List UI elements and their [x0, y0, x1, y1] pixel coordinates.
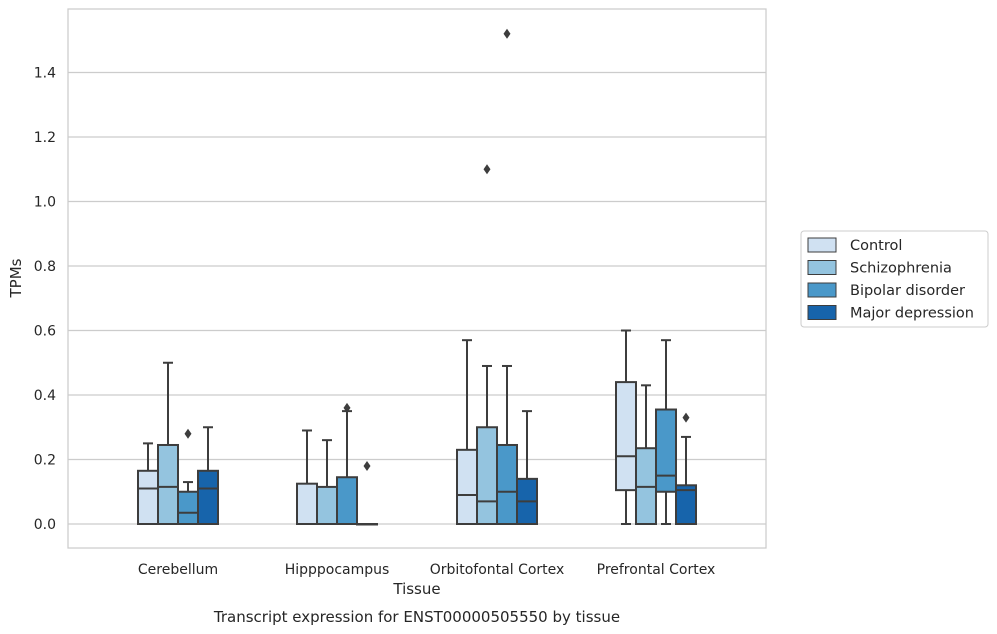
- box-orbitofontal-cortex-major-depression: [516, 410, 538, 526]
- box-hipppocampus-control: [296, 429, 318, 525]
- legend-swatch: [807, 282, 837, 298]
- outlier-point: [343, 402, 351, 413]
- box-body: [476, 426, 498, 525]
- box-body: [157, 443, 179, 525]
- legend-label: Bipolar disorder: [850, 283, 965, 299]
- outlier-point: [503, 28, 511, 39]
- box-prefrontal-cortex-bipolar-disorder: [655, 339, 677, 525]
- legend-label: Schizophrenia: [850, 261, 952, 277]
- chart-caption: Transcript expression for ENST0000050555…: [213, 608, 620, 626]
- x-tick-label: Prefrontal Cortex: [597, 562, 716, 578]
- x-axis-label: Tissue: [392, 580, 440, 598]
- box-body: [177, 490, 199, 525]
- box-prefrontal-cortex-schizophrenia: [635, 384, 657, 525]
- box-body: [336, 476, 358, 525]
- box-prefrontal-cortex-major-depression: [675, 412, 697, 525]
- x-tick-label: Cerebellum: [138, 562, 218, 578]
- y-tick-label: 0.0: [34, 517, 56, 533]
- legend: Control Schizophrenia Bipolar disorder Majo…: [800, 230, 989, 328]
- box-prefrontal-cortex-control: [615, 329, 637, 525]
- box-body: [296, 482, 318, 525]
- box-body: [197, 469, 219, 526]
- legend-frame: [800, 230, 989, 328]
- box-body: [675, 484, 697, 525]
- y-tick-label: 0.8: [34, 259, 56, 275]
- box-hipppocampus-major-depression: [356, 460, 378, 526]
- legend-label: Major depression: [850, 306, 974, 322]
- y-tick-label: 1.2: [34, 130, 56, 146]
- box-cerebellum-schizophrenia: [157, 361, 179, 525]
- box-cerebellum-major-depression: [197, 426, 219, 526]
- box-hipppocampus-bipolar-disorder: [336, 402, 358, 525]
- outlier-point: [483, 164, 491, 175]
- legend-label: Control: [850, 238, 902, 254]
- y-tick-label: 0.6: [34, 324, 56, 340]
- box-body: [655, 408, 677, 493]
- legend-swatch: [807, 305, 837, 320]
- y-tick-label: 1.0: [34, 195, 56, 211]
- box-hipppocampus-schizophrenia: [316, 439, 338, 526]
- box-body: [496, 443, 518, 525]
- y-tick-label: 0.4: [34, 388, 56, 404]
- x-tick-label: Hipppocampus: [285, 562, 390, 578]
- box-body: [615, 381, 637, 492]
- legend-swatch: [807, 237, 837, 253]
- box-body: [316, 485, 338, 526]
- y-axis-label: TPMs: [7, 258, 25, 298]
- outlier-point: [363, 460, 371, 471]
- outlier-point: [184, 428, 192, 439]
- x-tick-label: Orbitofontal Cortex: [430, 562, 565, 578]
- box-groups: [137, 28, 697, 526]
- outlier-point: [682, 412, 690, 423]
- y-tick-label: 1.4: [34, 66, 56, 82]
- box-body: [137, 469, 159, 526]
- y-tick-labels: 0.0 0.2 0.4 0.6 0.8 1.0 1.2 1.4: [34, 66, 56, 534]
- plot-frame: [67, 8, 767, 549]
- legend-swatch: [807, 260, 837, 275]
- legend-items: Control Schizophrenia Bipolar disorder Majo…: [807, 237, 974, 322]
- x-tick-labels: Cerebellum Hipppocampus Orbitofontal Corte…: [138, 562, 715, 578]
- y-tick-label: 0.2: [34, 453, 56, 469]
- box-body: [456, 448, 478, 526]
- box-orbitofontal-cortex-control: [456, 339, 478, 526]
